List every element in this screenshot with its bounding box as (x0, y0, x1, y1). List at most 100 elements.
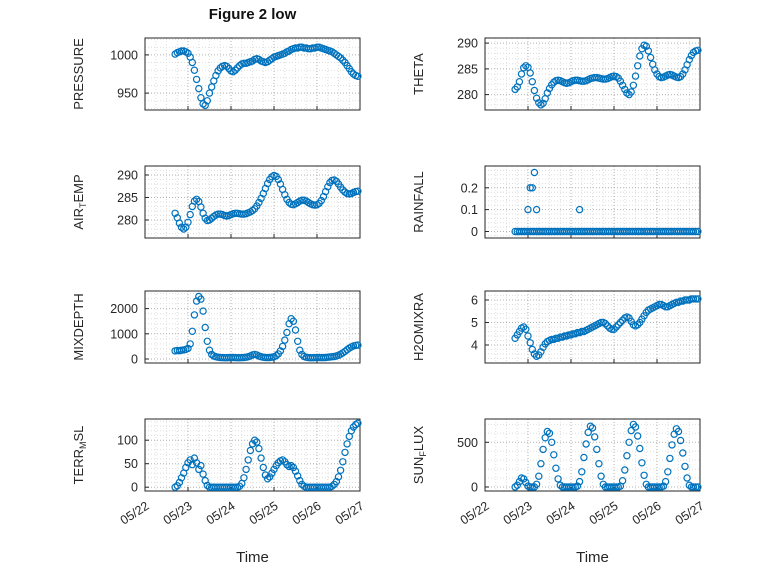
x-axis-label-right: Time (576, 549, 609, 566)
data-point (255, 444, 263, 453)
data-point (582, 440, 590, 448)
data-point (659, 482, 668, 490)
data-point (240, 474, 248, 482)
data-point (537, 460, 545, 468)
x-tick-label: 05/23 (161, 499, 195, 528)
data-point (685, 55, 693, 64)
tick-marks (484, 187, 701, 238)
data-point (618, 81, 627, 90)
data-point (539, 99, 547, 108)
data-point (343, 440, 351, 448)
data-point (541, 434, 549, 442)
x-tick-label: 05/24 (204, 499, 238, 528)
data-point (651, 66, 659, 74)
data-point (511, 483, 519, 491)
data-point (207, 350, 216, 359)
data-point (537, 348, 545, 356)
data-point (692, 295, 700, 303)
data-point (276, 347, 285, 355)
tick-marks (484, 42, 701, 110)
data-points (171, 419, 362, 491)
data-point (195, 465, 203, 474)
data-point (201, 101, 209, 110)
data-point (532, 480, 541, 489)
data-point (554, 475, 562, 483)
data-point (291, 326, 300, 334)
data-point (595, 460, 603, 468)
data-point (203, 97, 211, 105)
data-point (550, 451, 558, 459)
x-tick-label: 05/22 (118, 499, 152, 528)
data-point (201, 323, 209, 332)
data-point (517, 70, 526, 78)
data-point (519, 64, 528, 72)
data-point (524, 332, 532, 340)
data-point (526, 184, 534, 192)
data-point (205, 346, 214, 354)
subplot-h2omixra: 4 5 6 H2OMIXRA (405, 285, 708, 378)
data-point (545, 429, 554, 437)
data-point (339, 56, 347, 64)
data-points (511, 41, 702, 109)
data-point (535, 472, 543, 480)
data-point (347, 68, 356, 76)
data-point (530, 227, 539, 236)
chart-canvas-air-temp: 280 285 290 AIRTEMP (71, 165, 362, 239)
data-point (261, 471, 270, 479)
data-point (616, 77, 625, 85)
data-point (578, 468, 586, 476)
data-point (612, 323, 620, 331)
data-point (616, 318, 625, 327)
data-point (336, 466, 345, 475)
data-point (293, 337, 302, 346)
y-tick-label: 285 (457, 62, 478, 76)
data-point (694, 46, 702, 54)
y-axis-label: THETA (411, 53, 426, 95)
tick-marks (144, 54, 361, 110)
data-point (646, 53, 655, 62)
x-axis-label-left: Time (236, 549, 269, 566)
y-tick-label: 290 (457, 37, 478, 51)
data-point (248, 206, 257, 215)
y-tick-label: 5 (471, 316, 478, 330)
data-point (188, 58, 197, 67)
data-point (694, 483, 702, 491)
data-point (190, 197, 199, 205)
axes-box (484, 37, 701, 111)
subplot-sun-flux: 0 500 05/22 05/23 05/24 05/25 05/26 05/27 SUNFLU… (405, 413, 708, 568)
chart-canvas-h2omixra: 4 5 6 H2OMIXRA (411, 290, 702, 364)
y-tick-label: 950 (117, 87, 138, 101)
data-point (629, 81, 638, 90)
data-point (685, 481, 693, 489)
data-point (324, 183, 332, 191)
data-point (339, 186, 347, 194)
x-tick-label: 05/25 (247, 499, 281, 528)
data-point (188, 327, 197, 336)
data-point (528, 227, 537, 236)
data-point (515, 78, 524, 86)
data-point (334, 473, 343, 481)
data-point (197, 203, 205, 211)
data-point (522, 478, 530, 487)
data-point (535, 99, 543, 107)
y-tick-label: 0 (131, 353, 138, 367)
data-point (608, 325, 616, 334)
data-point (539, 445, 547, 454)
data-point (190, 311, 199, 319)
data-point (313, 43, 321, 51)
figure-title: Figure 2 low (208, 6, 297, 23)
data-point (631, 72, 640, 80)
data-point (597, 472, 605, 480)
data-point (597, 318, 605, 327)
data-point (513, 481, 522, 489)
chart-canvas-mixdepth: 0 1000 2000 MIXDEPTH (71, 290, 362, 367)
data-point (255, 198, 263, 207)
data-point (317, 196, 325, 205)
data-point (259, 463, 267, 472)
data-point (240, 59, 248, 67)
data-point (278, 342, 287, 351)
data-point (621, 466, 629, 474)
data-point (186, 210, 194, 219)
major-grid (485, 166, 700, 238)
data-point (339, 458, 347, 466)
